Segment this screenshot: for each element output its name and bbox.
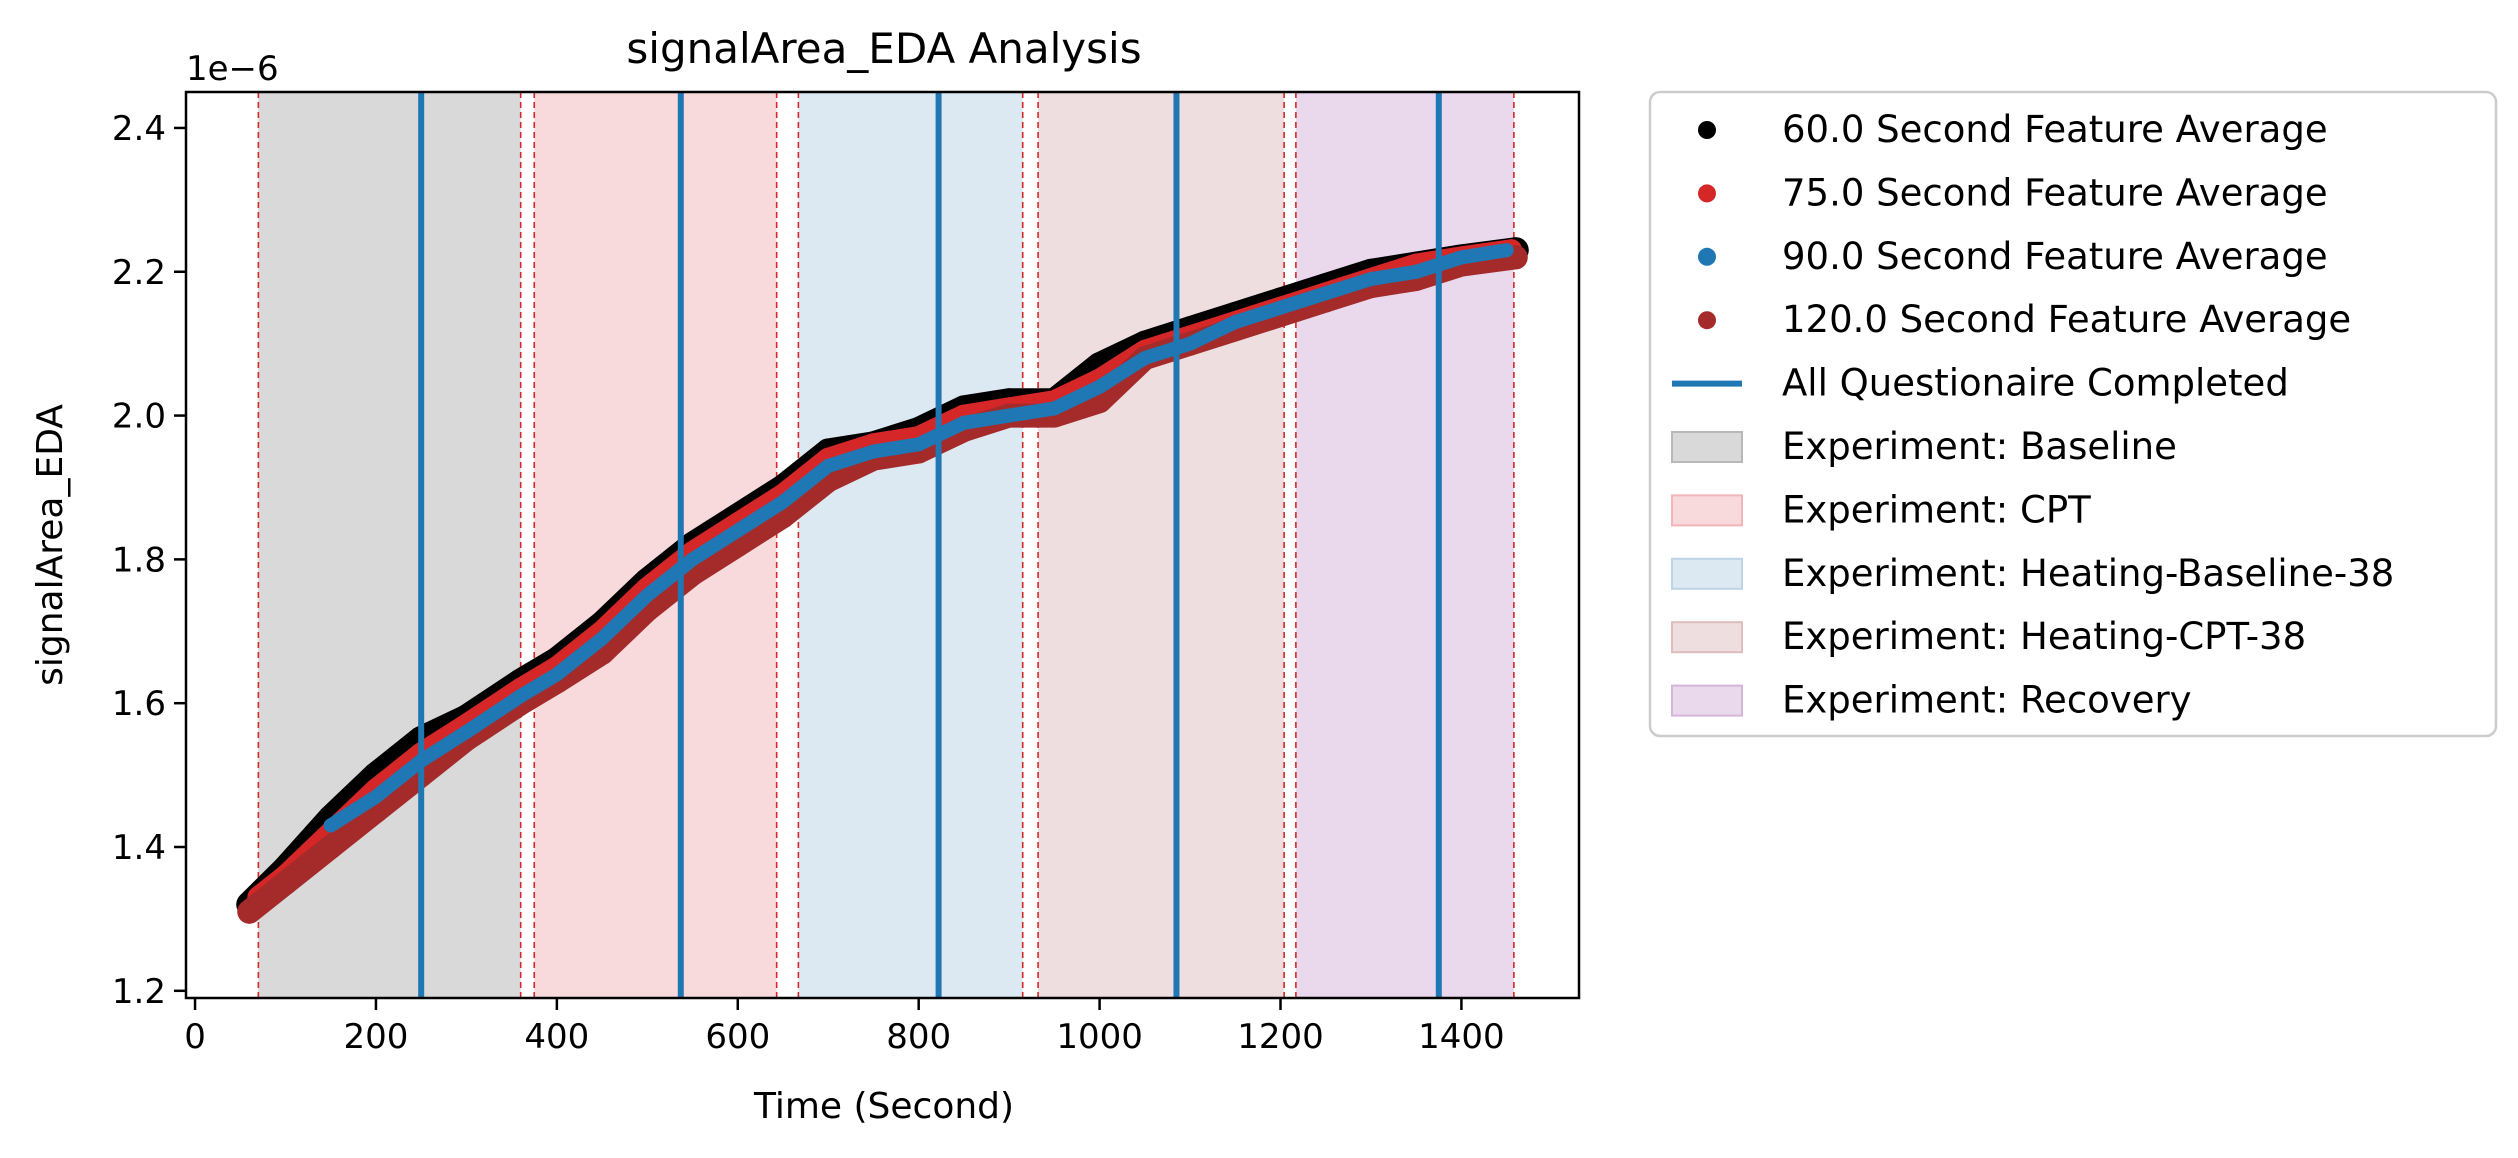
data-point [368, 789, 383, 804]
legend-marker [1671, 557, 1743, 590]
experiment-band-3 [1038, 92, 1285, 998]
data-point [459, 724, 474, 739]
legend-frame [1648, 90, 2498, 738]
data-point [513, 689, 528, 703]
data-point [595, 631, 610, 646]
x-tick-label: 0 [184, 1017, 206, 1057]
y-tick-label: 1.2 [112, 972, 166, 1012]
y-tick-label: 2.4 [112, 109, 166, 149]
questionnaire-lines [418, 92, 1442, 998]
y-tick-label: 2.2 [112, 253, 166, 293]
x-tick-label: 600 [705, 1017, 770, 1057]
legend-label: Experiment: Recovery [1782, 679, 2192, 722]
legend-label: Experiment: Baseline [1782, 425, 2177, 468]
data-point [1183, 336, 1198, 351]
data-series [236, 237, 1529, 924]
experiment-band-2 [798, 92, 1023, 998]
y-tick-label: 2.0 [112, 397, 166, 437]
data-point [318, 835, 343, 859]
legend-marker [1698, 311, 1716, 330]
y-tick-label: 1.6 [112, 684, 166, 724]
chart-title: signalArea_EDA Analysis [626, 24, 1141, 73]
data-point [685, 552, 700, 567]
data-point [776, 494, 790, 509]
x-tick-label: 1400 [1418, 1017, 1505, 1057]
legend-label: Experiment: Heating-CPT-38 [1782, 615, 2306, 658]
y-offset-label: 1e−6 [186, 49, 279, 89]
data-point [549, 667, 564, 682]
legend-label: Experiment: CPT [1782, 488, 2091, 531]
y-tick-label: 1.8 [112, 540, 166, 580]
data-point [1092, 379, 1107, 394]
plot-frame [184, 90, 1581, 1000]
x-axis-label: Time (Second) [753, 1086, 1014, 1127]
x-tick-label: 400 [524, 1017, 589, 1057]
legend: 60.0 Second Feature Average 75.0 Second F… [1648, 90, 2498, 738]
legend-marker [1698, 121, 1716, 139]
legend-marker [1671, 431, 1743, 463]
data-point [273, 870, 298, 895]
legend-label: 120.0 Second Feature Average [1782, 298, 2351, 341]
y-axis: 1.2 1.4 1.6 1.8 2.0 2.2 2.4 [112, 109, 186, 1012]
data-point [1409, 264, 1424, 279]
legend-label: 60.0 Second Feature Average [1782, 108, 2328, 151]
data-point [1137, 351, 1152, 366]
y-axis-label: signalArea_EDA [30, 404, 71, 686]
legend-label: Experiment: Heating-Baseline-38 [1782, 552, 2394, 595]
legend-marker [1671, 684, 1743, 717]
data-point [1047, 401, 1062, 416]
x-tick-label: 200 [344, 1017, 409, 1057]
data-point [730, 523, 745, 538]
y-tick-label: 1.4 [112, 828, 166, 868]
data-point [640, 588, 655, 603]
legend-label: All Questionaire Completed [1782, 362, 2289, 405]
experiment-bands [257, 92, 1515, 998]
x-tick-label: 800 [886, 1017, 951, 1057]
x-axis: 0 200 400 600 800 1000 1200 1400 [184, 998, 1505, 1057]
data-point [1318, 286, 1333, 301]
legend-label: 75.0 Second Feature Average [1782, 171, 2328, 214]
data-point [323, 818, 338, 833]
legend-marker [1671, 494, 1743, 527]
data-point [1002, 408, 1017, 423]
legend-marker [1671, 621, 1743, 654]
data-point [821, 458, 836, 473]
experiment-band-4 [1295, 92, 1514, 998]
data-point [1499, 243, 1514, 258]
data-point [237, 899, 262, 924]
x-tick-label: 1200 [1237, 1017, 1324, 1057]
legend-label: 90.0 Second Feature Average [1782, 235, 2328, 278]
legend-marker [1698, 247, 1716, 266]
data-point [1454, 250, 1469, 265]
data-point [911, 437, 926, 452]
data-point [1273, 300, 1288, 315]
legend-marker [1698, 184, 1716, 203]
data-point [956, 415, 971, 430]
data-point [1228, 315, 1243, 330]
data-point [866, 444, 881, 459]
x-tick-label: 1000 [1056, 1017, 1143, 1057]
series-2 [323, 243, 1514, 833]
data-point [1363, 271, 1378, 286]
